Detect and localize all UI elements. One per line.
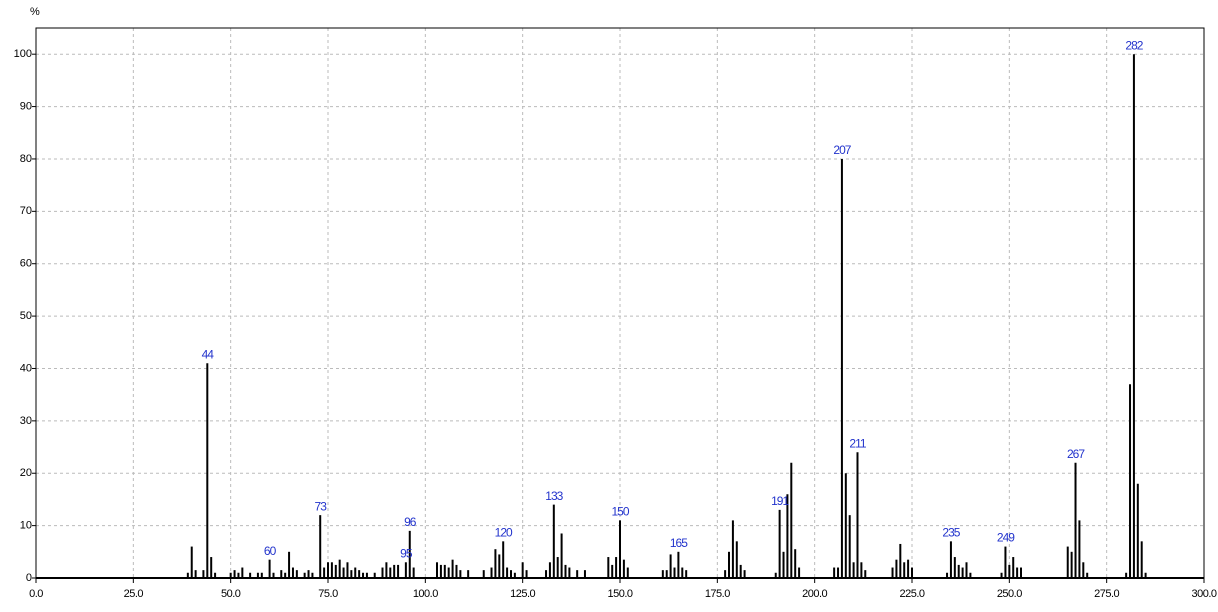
peak-annotation: 191 <box>771 494 789 508</box>
x-tick-label: 225.0 <box>899 588 924 600</box>
y-tick-label: 30 <box>20 415 32 427</box>
peak-annotation: 165 <box>670 536 688 550</box>
x-tick-label: 200.0 <box>802 588 827 600</box>
peak-annotation: 73 <box>315 499 328 513</box>
peak-annotation: 120 <box>495 526 513 540</box>
x-tick-label: 50.0 <box>221 588 241 600</box>
y-tick-label: 0 <box>26 572 32 584</box>
x-tick-label: 175.0 <box>705 588 730 600</box>
peak-annotation: 267 <box>1067 447 1085 461</box>
x-tick-label: 250.0 <box>997 588 1022 600</box>
y-tick-label: 50 <box>20 310 32 322</box>
peak-annotation: 235 <box>942 526 960 540</box>
y-tick-label: 40 <box>20 362 32 374</box>
plot-frame <box>35 27 1205 579</box>
peak-annotation: 133 <box>545 489 563 503</box>
y-tick-label: 70 <box>20 205 32 217</box>
peak-annotation: 282 <box>1125 38 1143 52</box>
x-tick-label: 100.0 <box>413 588 438 600</box>
y-tick-label: 10 <box>20 520 32 532</box>
y-tick-label: 60 <box>20 258 32 270</box>
peak-annotation: 150 <box>611 505 629 519</box>
peak-annotation: 60 <box>264 544 277 558</box>
y-axis-label: % <box>30 6 40 18</box>
y-tick-label: 100 <box>14 48 32 60</box>
y-tick-label: 20 <box>20 467 32 479</box>
y-tick-label: 90 <box>20 100 32 112</box>
peak-annotation: 211 <box>849 436 866 450</box>
y-tick-label: 80 <box>20 153 32 165</box>
x-tick-label: 300.0 <box>1191 588 1216 600</box>
peak-annotation: 96 <box>404 515 417 529</box>
x-tick-label: 0.0 <box>29 588 43 600</box>
peak-annotation: 44 <box>202 347 215 361</box>
x-tick-label: 150.0 <box>607 588 632 600</box>
x-tick-label: 25.0 <box>124 588 144 600</box>
peak-annotation: 95 <box>400 546 413 560</box>
x-tick-label: 125.0 <box>510 588 535 600</box>
x-tick-label: 275.0 <box>1094 588 1119 600</box>
x-tick-label: 75.0 <box>318 588 338 600</box>
peak-annotation: 207 <box>833 143 851 157</box>
peak-annotation: 249 <box>997 531 1015 545</box>
